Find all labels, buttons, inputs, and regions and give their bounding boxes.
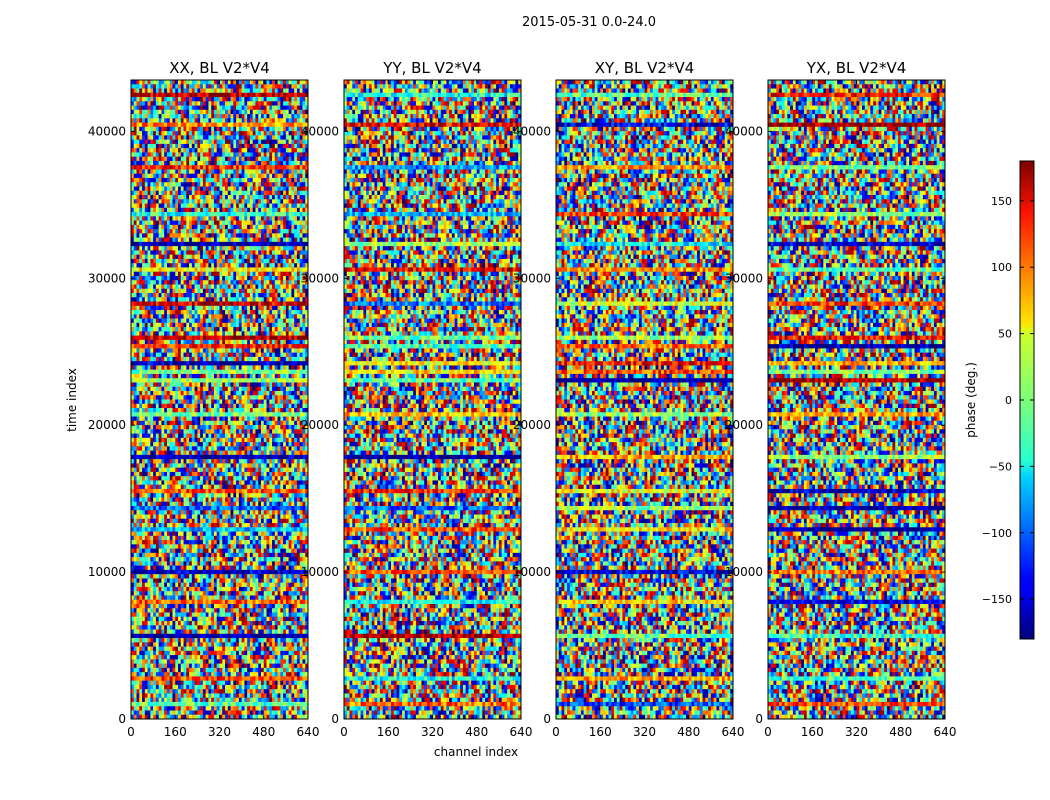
x-tick-label: 0 xyxy=(552,725,560,739)
heatmap-panel-3: XY, BL V2*V4 0 160 320 480 640 0 10000 20000 3000… xyxy=(513,59,745,739)
y-tick-label: 40000 xyxy=(725,124,763,138)
y-tick-label: 30000 xyxy=(725,271,763,285)
x-tick-label: 640 xyxy=(934,725,957,739)
x-tick-label: 480 xyxy=(465,725,488,739)
y-axis-label: time index xyxy=(65,368,79,432)
colorbar-label: phase (deg.) xyxy=(964,362,978,438)
x-tick-label: 640 xyxy=(722,725,745,739)
colorbar-tick-label: −150 xyxy=(982,593,1012,606)
y-tick-label: 0 xyxy=(331,712,339,726)
x-tick-label: 480 xyxy=(889,725,912,739)
x-tick-label: 0 xyxy=(127,725,135,739)
colorbar-ticks: −150 −100 −50 0 50 100 150 xyxy=(982,195,1034,606)
heatmap-panel-1: XX, BL V2*V4 0 160 320 480 640 0 10000 20000 3000… xyxy=(88,59,320,739)
x-tick-label: 640 xyxy=(510,725,533,739)
y-tick-label: 40000 xyxy=(301,124,339,138)
x-tick-label: 160 xyxy=(801,725,824,739)
panel-title: XY, BL V2*V4 xyxy=(595,59,695,77)
y-tick-label: 30000 xyxy=(88,271,126,285)
colorbar-tick-label: 50 xyxy=(998,328,1012,341)
y-tick-label: 20000 xyxy=(725,418,763,432)
x-tick-label: 0 xyxy=(764,725,772,739)
colorbar-tick-label: 0 xyxy=(1005,394,1012,407)
x-tick-label: 320 xyxy=(208,725,231,739)
x-tick-label: 0 xyxy=(340,725,348,739)
y-tick-label: 40000 xyxy=(513,124,551,138)
panel-title: YY, BL V2*V4 xyxy=(382,59,481,77)
x-tick-label: 160 xyxy=(589,725,612,739)
y-tick-label: 0 xyxy=(118,712,126,726)
y-tick-label: 40000 xyxy=(88,124,126,138)
y-tick-label: 20000 xyxy=(301,418,339,432)
panel-title: XX, BL V2*V4 xyxy=(169,59,270,77)
colorbar-tick-label: −50 xyxy=(989,460,1012,473)
colorbar-tick-label: −100 xyxy=(982,527,1012,540)
x-tick-label: 480 xyxy=(677,725,700,739)
heatmap-panels: XX, BL V2*V4 0 160 320 480 640 0 10000 20000 3000… xyxy=(88,59,957,739)
x-tick-label: 160 xyxy=(164,725,187,739)
y-tick-label: 10000 xyxy=(513,565,551,579)
y-tick-label: 30000 xyxy=(301,271,339,285)
colorbar: −150 −100 −50 0 50 100 150 phase (deg.) xyxy=(964,160,1035,640)
y-tick-label: 10000 xyxy=(301,565,339,579)
y-tick-label: 30000 xyxy=(513,271,551,285)
y-tick-label: 20000 xyxy=(88,418,126,432)
panel-title: YX, BL V2*V4 xyxy=(806,59,907,77)
y-tick-label: 10000 xyxy=(88,565,126,579)
x-tick-label: 640 xyxy=(297,725,320,739)
y-tick-label: 20000 xyxy=(513,418,551,432)
colorbar-tick-label: 150 xyxy=(991,195,1012,208)
y-tick-label: 0 xyxy=(755,712,763,726)
heatmap-panel-4: YX, BL V2*V4 0 160 320 480 640 0 10000 20000 3000… xyxy=(725,59,957,739)
y-tick-label: 0 xyxy=(543,712,551,726)
x-tick-label: 160 xyxy=(377,725,400,739)
x-tick-label: 320 xyxy=(421,725,444,739)
colorbar-tick-label: 100 xyxy=(991,261,1012,274)
x-axis-label: channel index xyxy=(434,745,518,759)
x-tick-label: 320 xyxy=(845,725,868,739)
y-tick-label: 10000 xyxy=(725,565,763,579)
x-tick-label: 320 xyxy=(633,725,656,739)
heatmap-panel-2: YY, BL V2*V4 0 160 320 480 640 0 10000 20000 3000… xyxy=(301,59,533,739)
x-tick-label: 480 xyxy=(252,725,275,739)
figure-suptitle: 2015-05-31 0.0-24.0 xyxy=(522,15,656,30)
